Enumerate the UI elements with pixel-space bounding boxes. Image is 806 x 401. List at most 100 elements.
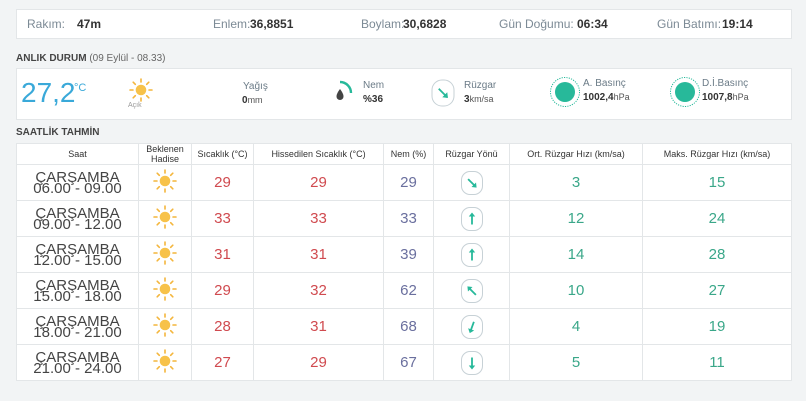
day-name: ÇARŞAMBA [35, 240, 120, 258]
day-name: ÇARŞAMBA [35, 168, 120, 186]
max-wind-cell: 15 [642, 164, 792, 201]
temperature-cell: 27 [191, 344, 254, 381]
header-wind-direction: Rüzgar Yönü [433, 143, 510, 165]
sun-icon [129, 78, 153, 107]
header-humidity: Nem (%) [383, 143, 434, 165]
pressure-number: 1002,4 [583, 92, 614, 103]
expected-event-cell [138, 236, 192, 273]
latitude-label: Enlem: [213, 17, 251, 31]
wind-arrow-icon [460, 206, 483, 231]
temperature-cell: 31 [191, 236, 254, 273]
humidity-label: Nem [363, 80, 385, 91]
wind-arrow-icon [460, 242, 483, 267]
sun-icon [153, 312, 177, 341]
current-temperature: 27,2 [21, 77, 76, 108]
current-title-text: ANLIK DURUM [16, 53, 87, 64]
wind-direction-cell [433, 344, 510, 381]
day-name: ÇARŞAMBA [35, 312, 120, 330]
pressure-label: A. Basınç [583, 78, 626, 89]
temperature-cell: 28 [191, 308, 254, 345]
feels-like-cell: 29 [253, 344, 384, 381]
sea-level-pressure-number: 1007,8 [702, 92, 733, 103]
precipitation-value: 0mm [242, 95, 263, 106]
header-expected-event: Beklenen Hadise [138, 143, 192, 165]
table-row: ÇARŞAMBA 18.00 - 21.00 28 31 68 4 19 [16, 308, 792, 345]
wind-arrow-icon [460, 170, 483, 195]
time-range: 06.00 - 09.00 [33, 179, 122, 197]
wind-direction-cell [433, 164, 510, 201]
avg-wind-cell: 10 [509, 272, 643, 309]
sunrise-value: 06:34 [577, 17, 608, 31]
altitude-value: 47m [77, 17, 102, 31]
wind-arrow-icon [460, 350, 483, 375]
temperature-cell: 33 [191, 200, 254, 237]
humidity-cell: 67 [383, 344, 434, 381]
humidity-cell: 39 [383, 236, 434, 273]
sea-level-pressure-unit: hPa [732, 92, 749, 102]
feels-like-cell: 31 [253, 308, 384, 345]
precipitation-label: Yağış [243, 81, 268, 92]
avg-wind-cell: 3 [509, 164, 643, 201]
expected-event-cell [138, 164, 192, 201]
table-row: ÇARŞAMBA 06.00 - 09.00 29 29 29 3 15 [16, 164, 792, 201]
longitude-label: Boylam: [361, 17, 405, 31]
wind-direction-icon [431, 79, 455, 112]
sun-icon [153, 276, 177, 305]
current-conditions-panel: 27,2 °C Açık Yağış 0mm Nem %36 [16, 68, 792, 120]
current-condition: Açık [128, 102, 142, 109]
time-range: 15.00 - 18.00 [33, 287, 122, 305]
pressure-value: 1002,4hPa [583, 92, 630, 103]
wind-arrow-icon [460, 278, 483, 303]
header-temperature: Sıcaklık (°C) [191, 143, 254, 165]
avg-wind-cell: 4 [509, 308, 643, 345]
avg-wind-cell: 5 [509, 344, 643, 381]
expected-event-cell [138, 344, 192, 381]
location-info-bar: Rakım: 47m Enlem: 36,8851 Boylam: 30,682… [16, 9, 792, 39]
forecast-title: SAATLİK TAHMİN [16, 127, 100, 138]
humidity-value: %36 [363, 94, 384, 105]
current-subtitle: (09 Eylül - 08.33) [89, 53, 166, 64]
wind-value: 3km/sa [464, 94, 494, 105]
header-expected-event-line1: Beklenen [146, 144, 184, 154]
feels-like-cell: 33 [253, 200, 384, 237]
table-row: ÇARŞAMBA 12.00 - 15.00 31 31 39 14 28 [16, 236, 792, 273]
expected-event-cell [138, 272, 192, 309]
latitude-value: 36,8851 [250, 17, 294, 31]
time-range: 12.00 - 15.00 [33, 251, 122, 269]
day-name: ÇARŞAMBA [35, 276, 120, 294]
longitude-value: 30,6828 [403, 17, 447, 31]
feels-like-cell: 32 [253, 272, 384, 309]
humidity-cell: 29 [383, 164, 434, 201]
sea-level-pressure-value: 1007,8hPa [702, 92, 749, 103]
header-time: Saat [16, 143, 139, 165]
time-cell: ÇARŞAMBA 15.00 - 18.00 [16, 272, 139, 309]
time-cell: ÇARŞAMBA 06.00 - 09.00 [16, 164, 139, 201]
temperature-cell: 29 [191, 272, 254, 309]
day-name: ÇARŞAMBA [35, 204, 120, 222]
sunrise-label: Gün Doğumu: [499, 17, 574, 31]
header-avg-wind: Ort. Rüzgar Hızı (km/sa) [509, 143, 643, 165]
feels-like-cell: 31 [253, 236, 384, 273]
humidity-cell: 68 [383, 308, 434, 345]
header-max-wind: Maks. Rüzgar Hızı (km/sa) [642, 143, 792, 165]
feels-like-cell: 29 [253, 164, 384, 201]
time-cell: ÇARŞAMBA 12.00 - 15.00 [16, 236, 139, 273]
sea-level-pressure-icon [669, 76, 701, 113]
pressure-gauge-icon [549, 76, 581, 113]
avg-wind-cell: 14 [509, 236, 643, 273]
wind-number: 3 [464, 94, 470, 105]
time-cell: ÇARŞAMBA 18.00 - 21.00 [16, 308, 139, 345]
wind-direction-cell [433, 236, 510, 273]
time-range: 18.00 - 21.00 [33, 323, 122, 341]
precipitation-unit: mm [247, 95, 263, 105]
sunset-label: Gün Batımı: [657, 17, 722, 31]
table-row: ÇARŞAMBA 21.00 - 24.00 27 29 67 5 11 [16, 344, 792, 381]
humidity-cell: 62 [383, 272, 434, 309]
wind-label: Rüzgar [464, 80, 497, 91]
wind-direction-cell [433, 272, 510, 309]
precipitation-number: 0 [242, 95, 248, 106]
hourly-forecast-table: Saat Beklenen Hadise Sıcaklık (°C) Hissed… [16, 143, 792, 381]
max-wind-cell: 24 [642, 200, 792, 237]
time-range: 09.00 - 12.00 [33, 215, 122, 233]
temperature-cell: 29 [191, 164, 254, 201]
